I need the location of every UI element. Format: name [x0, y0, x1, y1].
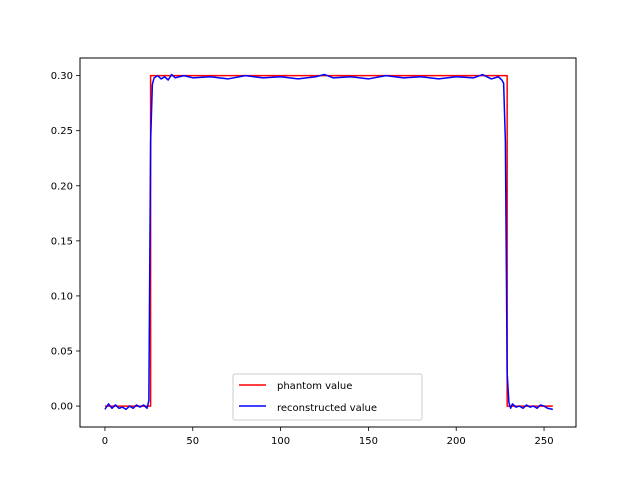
x-axis: 0 50 100 150 200 250	[102, 427, 554, 447]
y-axis: 0.00 0.05 0.10 0.15 0.20 0.25 0.30	[51, 71, 80, 413]
y-tick-label: 0.25	[51, 126, 73, 137]
plot-frame	[79, 57, 577, 428]
y-tick-label: 0.30	[51, 71, 73, 82]
y-tick-label: 0.10	[51, 291, 73, 302]
x-tick-label: 150	[359, 436, 378, 447]
y-tick-label: 0.20	[51, 181, 73, 192]
legend-label-reconstructed: reconstructed value	[277, 403, 377, 414]
x-tick-label: 100	[271, 436, 290, 447]
legend: phantom value reconstructed value	[232, 373, 423, 421]
plot-area	[80, 58, 576, 427]
x-tick-label: 250	[534, 436, 553, 447]
x-tick-label: 0	[102, 436, 108, 447]
series-line-reconstructed	[104, 73, 553, 411]
legend-label-phantom: phantom value	[277, 381, 352, 392]
y-tick-label: 0.00	[51, 402, 73, 413]
y-tick-label: 0.05	[51, 346, 73, 357]
legend-box	[232, 373, 423, 421]
y-tick-label: 0.15	[51, 236, 73, 247]
x-tick-label: 50	[186, 436, 199, 447]
series-layer	[104, 73, 553, 411]
x-tick-label: 200	[447, 436, 466, 447]
